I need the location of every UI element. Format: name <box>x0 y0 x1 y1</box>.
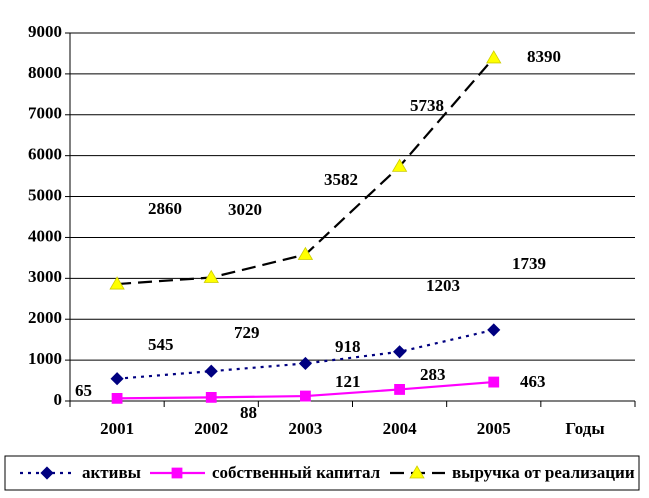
y-tick-label: 4000 <box>28 226 62 245</box>
legend-marker <box>171 467 183 479</box>
legend-label: собственный капитал <box>212 463 381 482</box>
x-tick-label: 2002 <box>194 419 228 438</box>
data-point <box>297 246 314 260</box>
data-label: 8390 <box>527 47 561 66</box>
data-point <box>394 384 405 395</box>
legend-box <box>4 455 640 491</box>
x-tick-label: 2003 <box>288 419 322 438</box>
y-tick-label: 5000 <box>28 185 62 204</box>
data-point <box>300 390 311 402</box>
y-tick-label: 9000 <box>28 22 62 41</box>
data-point <box>110 372 124 386</box>
data-label: 88 <box>240 403 257 422</box>
data-point <box>298 356 312 371</box>
data-label: 729 <box>234 323 260 342</box>
y-tick-label: 2000 <box>28 308 62 327</box>
data-point <box>204 364 218 378</box>
data-label: 545 <box>148 335 174 354</box>
y-tick-label: 6000 <box>28 145 62 164</box>
x-tick-label: 2001 <box>100 419 134 438</box>
y-tick-label: 7000 <box>28 104 62 123</box>
y-tick-label: 3000 <box>28 267 62 286</box>
y-tick-label: 1000 <box>28 349 62 368</box>
data-point <box>487 323 501 337</box>
y-tick-label: 0 <box>54 390 63 409</box>
data-point <box>486 50 502 64</box>
x-tick-label: 2004 <box>383 419 418 438</box>
data-point <box>203 269 219 283</box>
data-label: 1203 <box>426 276 460 295</box>
data-point <box>393 345 407 359</box>
data-label: 65 <box>75 381 92 400</box>
data-label: 1739 <box>512 254 546 273</box>
data-label: 3582 <box>324 170 358 189</box>
legend-marker <box>40 466 54 480</box>
data-label: 918 <box>335 337 361 356</box>
data-point <box>205 392 217 403</box>
data-label: 5738 <box>410 96 444 115</box>
legend-label: выручка от реализации <box>452 463 635 482</box>
x-axis-label: Годы <box>565 419 604 438</box>
legend-label: активы <box>82 463 141 482</box>
data-point <box>111 392 123 404</box>
data-point <box>488 376 500 388</box>
data-label: 3020 <box>228 200 262 219</box>
data-point <box>391 158 408 172</box>
x-tick-label: 2005 <box>477 419 511 438</box>
data-label: 2860 <box>148 199 182 218</box>
data-label: 463 <box>520 372 546 391</box>
y-tick-label: 8000 <box>28 63 62 82</box>
data-label: 283 <box>420 365 446 384</box>
data-label: 121 <box>335 372 361 391</box>
data-point <box>109 276 125 290</box>
legend-marker <box>409 465 425 479</box>
